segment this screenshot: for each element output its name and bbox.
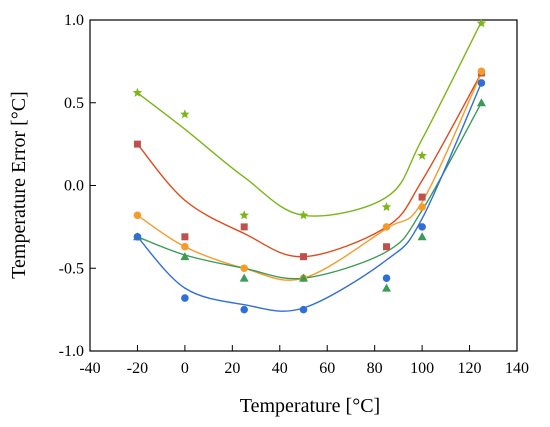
data-point-s4	[181, 294, 189, 302]
x-tick-label: 100	[410, 360, 434, 377]
data-point-s4	[299, 305, 308, 314]
data-point-s1	[300, 253, 307, 261]
data-point-s4	[133, 233, 142, 241]
data-point-s4	[382, 274, 391, 282]
y-tick-label: 1.0	[64, 12, 84, 29]
data-point-s1	[133, 140, 141, 148]
data-point-s0	[298, 210, 309, 220]
y-tick-label: -0.5	[59, 260, 84, 277]
data-point-s3	[299, 273, 308, 282]
x-tick-label: 120	[458, 360, 482, 377]
x-tick-label: -40	[79, 360, 100, 377]
data-point-s3	[476, 98, 486, 107]
y-tick-label: 0.5	[64, 95, 84, 112]
plot-frame	[89, 19, 518, 352]
fit-line-s3	[137, 102, 483, 280]
fit-line-s2	[137, 72, 483, 281]
x-tick-label: 0	[181, 360, 189, 377]
data-point-s3	[239, 273, 249, 282]
data-point-s2	[133, 211, 142, 220]
data-point-s4	[240, 305, 248, 314]
x-tick-label: 60	[319, 360, 335, 377]
y-tick-label: -1.0	[59, 343, 84, 360]
data-point-s0	[381, 202, 392, 212]
fit-line-s1	[136, 72, 483, 258]
data-point-s2	[240, 264, 248, 273]
y-axis-title: Temperature Error [°C]	[8, 91, 30, 279]
x-tick-label: 80	[367, 360, 383, 377]
x-axis-title: Temperature [°C]	[240, 395, 380, 417]
data-point-s1	[418, 193, 426, 201]
data-point-s3	[417, 232, 427, 241]
x-tick-label: -20	[127, 360, 148, 377]
fit-line-s0	[136, 21, 483, 217]
x-tick-label: 40	[272, 360, 288, 377]
data-point-s4	[477, 79, 486, 87]
x-tick-label: 20	[224, 360, 240, 377]
data-point-s3	[180, 252, 190, 261]
fit-line-s4	[136, 82, 483, 312]
data-point-s4	[418, 223, 426, 231]
data-point-s2	[181, 242, 189, 251]
data-point-s2	[382, 223, 391, 231]
data-point-s1	[181, 233, 189, 241]
data-point-s0	[417, 150, 427, 160]
data-point-s0	[132, 87, 143, 97]
data-point-s1	[383, 243, 391, 251]
data-point-s2	[418, 203, 426, 211]
data-point-s0	[476, 18, 487, 28]
data-point-s0	[180, 109, 190, 119]
data-point-s2	[477, 67, 486, 76]
y-tick-label: 0.0	[64, 178, 84, 195]
data-point-s0	[239, 210, 249, 220]
data-point-s3	[382, 283, 392, 292]
x-tick-label: 140	[505, 360, 529, 377]
data-point-s1	[240, 223, 248, 231]
